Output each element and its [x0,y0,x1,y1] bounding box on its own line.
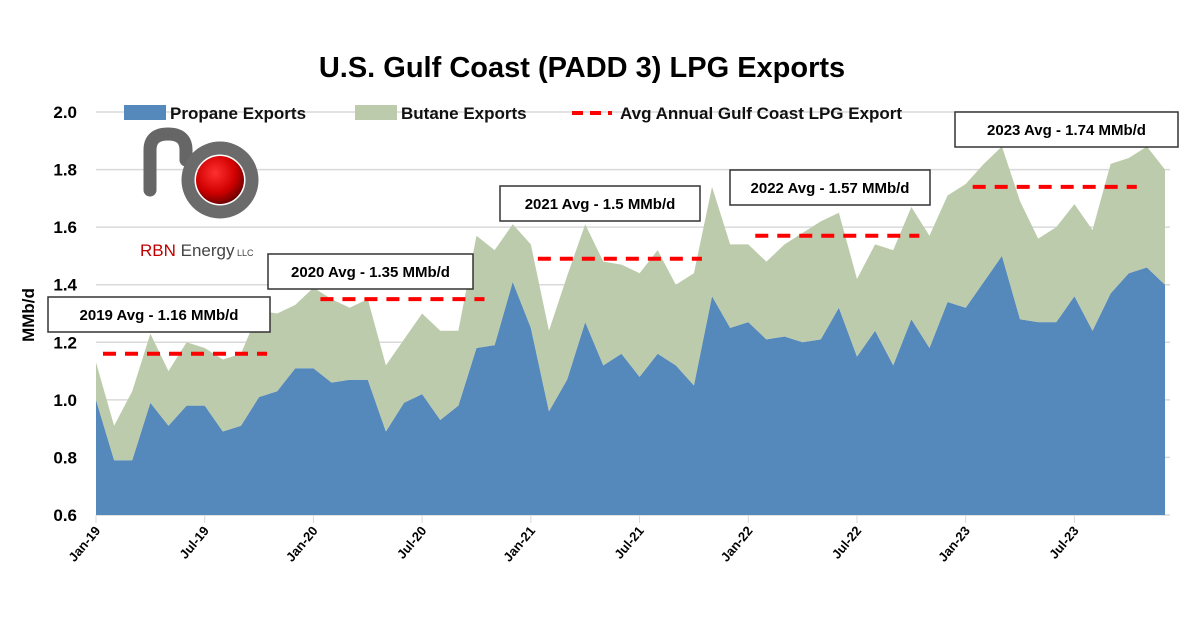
annotation-label-2019: 2019 Avg - 1.16 MMb/d [80,307,239,324]
x-tick-label: Jul-22 [829,523,865,561]
x-tick-label: Jan-20 [283,523,321,564]
annotation-box-2021 [499,185,701,222]
logo-text: RBN Energy LLC [140,241,254,260]
legend-swatch-propane [124,105,166,120]
area-butane-exports [96,146,1165,461]
y-tick-label: 1.6 [53,218,77,237]
y-axis-label: MMb/d [19,288,38,342]
annotation-box-2022 [729,169,931,206]
annotation-box-2023 [954,111,1179,148]
logo-ball [196,156,244,204]
y-tick-label: 0.8 [53,448,77,467]
annotation-box-2019 [47,296,271,333]
chart-title: U.S. Gulf Coast (PADD 3) LPG Exports [319,52,845,84]
legend-label-propane: Propane Exports [170,104,306,123]
annotations: 2019 Avg - 1.16 MMb/d 2020 Avg - 1.35 MMb… [47,111,1179,333]
x-tick-label: Jan-23 [935,523,973,564]
average-lines [103,184,1137,356]
annotation-label-2023: 2023 Avg - 1.74 MMb/d [987,122,1146,139]
annotation-box-2020 [267,253,474,290]
logo-pipe [143,127,193,197]
x-tick-label: Jul-23 [1046,523,1082,561]
x-tick-label: Jul-19 [176,523,212,561]
annotation-label-2020: 2020 Avg - 1.35 MMb/d [291,264,450,281]
x-tick-label: Jan-22 [718,523,756,564]
rbn-logo: RBN Energy LLC [140,127,259,260]
y-tick-label: 0.6 [53,506,77,525]
x-tick-label: Jul-20 [394,523,430,561]
y-tick-label: 1.0 [53,391,77,410]
area-propane-exports [96,255,1165,515]
logo-ring [181,141,259,219]
x-tick-label: Jan-21 [500,523,538,564]
stacked-areas [96,146,1165,515]
annotation-label-2022: 2022 Avg - 1.57 MMb/d [751,180,910,197]
legend-swatch-butane [355,105,397,120]
x-axis-ticks: Jan-19 Jul-19 Jan-20 Jul-20 Jan-21 Jul-21 Jan-… [65,515,1082,564]
annotation-label-2021: 2021 Avg - 1.5 MMb/d [525,196,676,213]
y-tick-label: 1.4 [53,276,77,295]
legend-label-butane: Butane Exports [401,104,527,123]
x-tick-label: Jul-21 [611,523,647,561]
y-tick-label: 1.8 [53,161,77,180]
y-axis-ticks: 0.6 0.8 1.0 1.2 1.4 1.6 1.8 2.0 [53,103,77,525]
y-tick-label: 1.2 [53,333,77,352]
legend-label-average: Avg Annual Gulf Coast LPG Export [620,104,902,123]
x-tick-label: Jan-19 [65,523,103,564]
legend: Propane Exports Butane Exports Avg Annua… [124,104,902,123]
y-tick-label: 2.0 [53,103,77,122]
